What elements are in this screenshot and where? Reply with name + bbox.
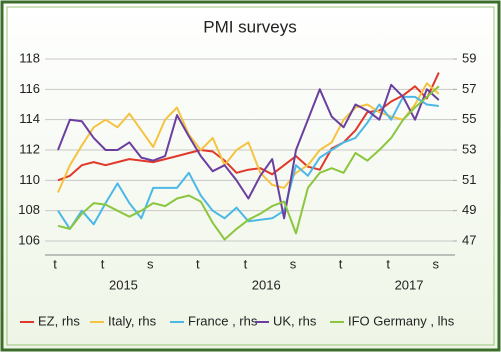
y2-tick-label: 53 [462, 141, 476, 156]
x-tick-label: s [147, 256, 154, 271]
y-tick-label: 112 [19, 141, 40, 156]
legend-label: EZ, rhs [38, 313, 80, 328]
y-tick-label: 110 [19, 172, 40, 187]
y-tick-label: 108 [18, 202, 40, 217]
legend-label: France , rhs [188, 313, 258, 328]
series-line [57, 95, 439, 230]
x-tick-label: t [53, 256, 57, 271]
series-line [57, 83, 440, 220]
chart-title: PMI surveys [203, 17, 297, 36]
y2-tick-label: 59 [462, 50, 476, 65]
x-tick-label: s [290, 256, 297, 271]
legend-label: IFO Germany , lhs [348, 313, 455, 328]
legend-label: Italy, rhs [108, 313, 157, 328]
year-label: 2015 [109, 277, 138, 292]
x-tick-label: t [244, 256, 248, 271]
series-line [57, 85, 440, 241]
y-tick-label: 106 [18, 232, 40, 247]
y-tick-label: 118 [19, 50, 40, 65]
y2-tick-label: 47 [462, 232, 476, 247]
y-tick-label: 114 [19, 111, 40, 126]
x-tick-label: t [386, 256, 390, 271]
y2-tick-label: 57 [462, 81, 476, 96]
x-tick-label: t [339, 256, 343, 271]
inner-frame [6, 6, 495, 346]
y-tick-label: 116 [19, 81, 40, 96]
legend-label: UK, rhs [273, 313, 317, 328]
x-tick-label: t [101, 256, 105, 271]
y2-tick-label: 51 [462, 172, 476, 187]
x-tick-label: t [196, 256, 200, 271]
y2-tick-label: 49 [462, 202, 476, 217]
year-label: 2016 [252, 277, 281, 292]
y2-tick-label: 55 [462, 111, 476, 126]
x-tick-label: s [433, 256, 440, 271]
year-label: 2017 [395, 277, 424, 292]
